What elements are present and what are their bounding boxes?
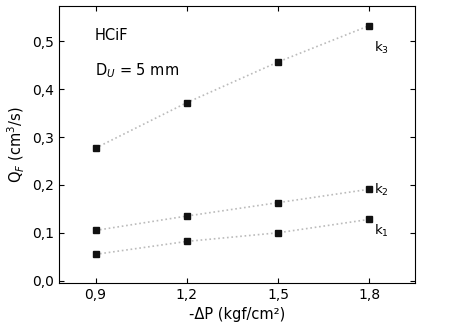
Text: k$_1$: k$_1$: [373, 223, 388, 239]
Text: k$_2$: k$_2$: [373, 182, 387, 198]
Y-axis label: Q$_F$ (cm$^3$/s): Q$_F$ (cm$^3$/s): [5, 106, 27, 183]
Text: HCiF: HCiF: [94, 28, 128, 43]
Text: k$_3$: k$_3$: [373, 40, 388, 56]
X-axis label: -ΔP (kgf/cm²): -ΔP (kgf/cm²): [189, 307, 285, 322]
Text: D$_U$ = 5 mm: D$_U$ = 5 mm: [94, 61, 179, 80]
